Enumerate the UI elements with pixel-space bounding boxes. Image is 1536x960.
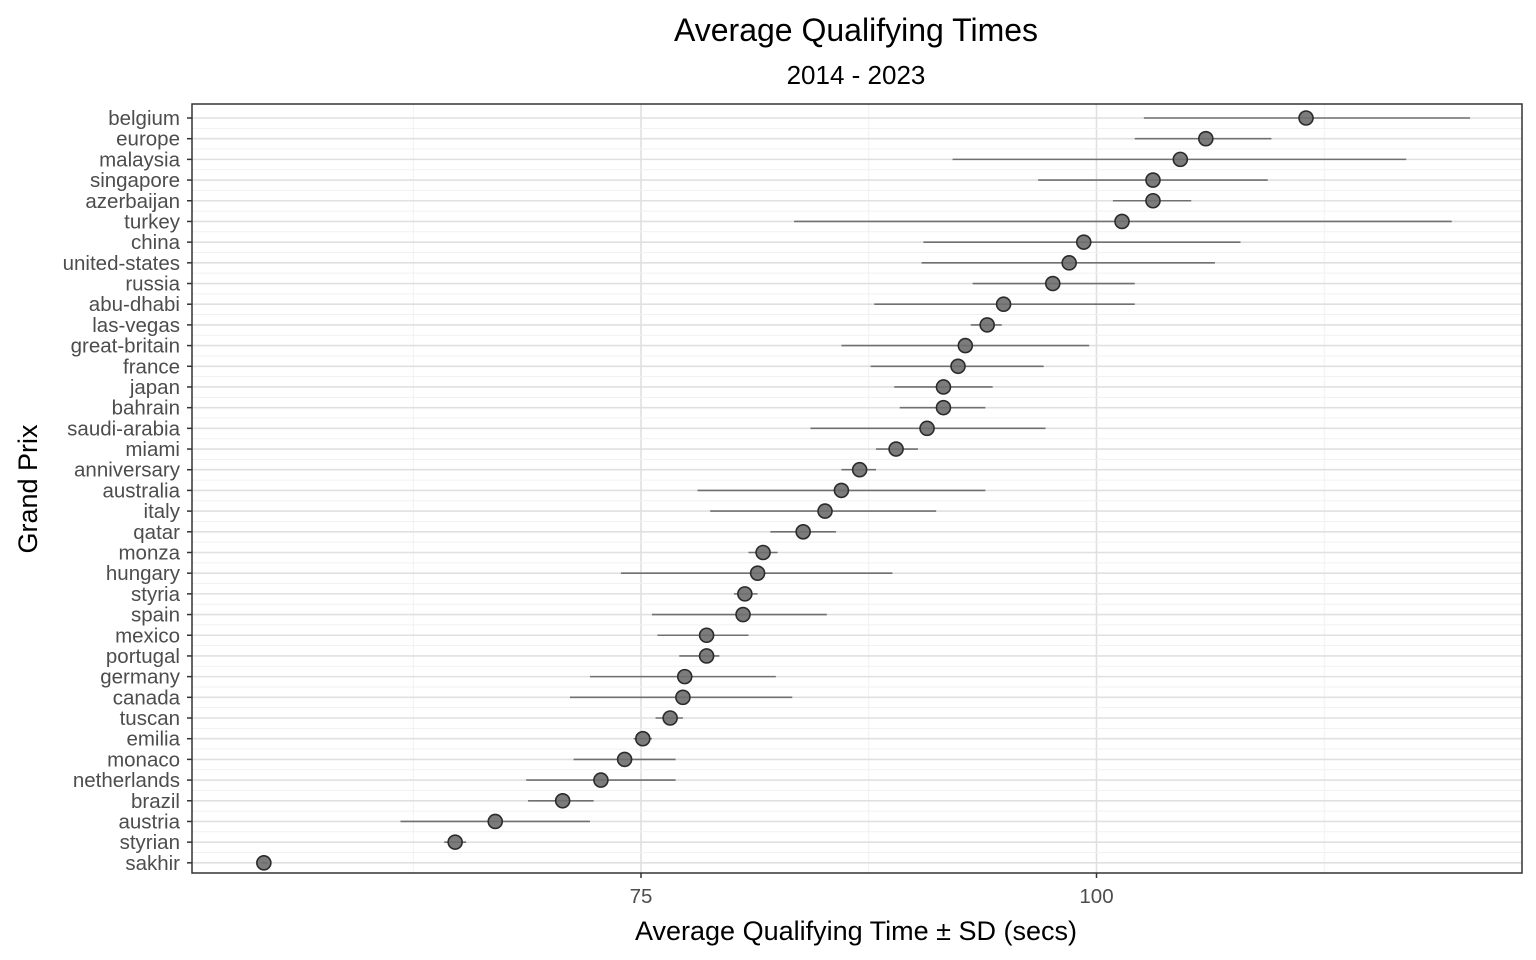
- point-monza: [755, 544, 771, 561]
- y-tick-label-italy: italy: [144, 500, 181, 523]
- point-europe: [1198, 130, 1214, 147]
- y-tick-label-qatar: qatar: [133, 521, 180, 544]
- y-axis-title: Grand Prix: [13, 424, 43, 554]
- y-tick-label-monaco: monaco: [107, 748, 180, 771]
- point-anniversary: [851, 461, 868, 478]
- point-tuscan: [662, 710, 678, 726]
- point-united-states: [1061, 255, 1077, 271]
- point-portugal: [698, 648, 715, 664]
- y-tick-label-hungary: hungary: [106, 562, 181, 585]
- point-hungary: [749, 565, 766, 581]
- y-tick-label-monza: monza: [118, 541, 180, 564]
- x-tick-label-75: 75: [630, 885, 653, 908]
- y-tick-label-portugal: portugal: [106, 645, 180, 668]
- y-tick-label-spain: spain: [131, 604, 180, 627]
- y-tick-label-bahrain: bahrain: [112, 397, 180, 420]
- y-tick-label-australia: australia: [103, 479, 181, 502]
- point-canada: [675, 689, 691, 706]
- y-tick-label-japan: japan: [129, 376, 180, 399]
- point-miami: [888, 441, 904, 457]
- point-germany: [676, 668, 693, 685]
- point-spain: [735, 606, 751, 623]
- x-axis-title: Average Qualifying Time ± SD (secs): [635, 916, 1077, 946]
- point-turkey: [1114, 213, 1130, 230]
- y-tick-label-saudi-arabia: saudi-arabia: [67, 417, 180, 440]
- y-tick-label-france: france: [123, 355, 180, 378]
- y-tick-label-mexico: mexico: [115, 624, 180, 647]
- point-styria: [737, 586, 753, 602]
- y-tick-label-canada: canada: [113, 686, 181, 709]
- y-tick-label-sakhir: sakhir: [125, 852, 180, 875]
- point-azerbaijan: [1145, 192, 1161, 209]
- point-las-vegas: [979, 317, 995, 333]
- point-italy: [817, 503, 833, 519]
- panel-border: [191, 103, 1523, 874]
- point-abu-dhabi: [995, 296, 1012, 313]
- y-tick-label-anniversary: anniversary: [74, 459, 181, 482]
- point-japan: [935, 379, 952, 395]
- point-emilia: [635, 730, 651, 747]
- y-tick-label-austria: austria: [118, 810, 180, 833]
- point-sakhir: [256, 855, 272, 871]
- y-tick-label-germany: germany: [100, 666, 181, 689]
- y-tick-label-singapore: singapore: [90, 169, 180, 192]
- point-bahrain: [935, 399, 952, 416]
- point-france: [950, 358, 966, 375]
- y-tick-label-emilia: emilia: [126, 728, 180, 751]
- y-tick-label-azerbaijan: azerbaijan: [85, 190, 180, 213]
- y-tick-label-netherlands: netherlands: [73, 769, 180, 792]
- point-singapore: [1145, 172, 1161, 188]
- point-malaysia: [1172, 151, 1189, 168]
- point-netherlands: [593, 772, 609, 788]
- y-tick-label-brazil: brazil: [131, 790, 180, 813]
- point-brazil: [554, 792, 571, 809]
- point-qatar: [795, 523, 811, 540]
- chart-title: Average Qualifying Times: [674, 12, 1038, 48]
- y-tick-label-styria: styria: [131, 583, 181, 606]
- y-tick-label-great-britain: great-britain: [71, 335, 180, 358]
- point-china: [1075, 234, 1092, 250]
- plot-area: belgiumeuropemalaysiasingaporeazerbaijan…: [63, 103, 1523, 908]
- point-austria: [487, 813, 504, 830]
- y-tick-label-abu-dhabi: abu-dhabi: [89, 293, 180, 316]
- y-tick-label-styrian: styrian: [120, 831, 180, 854]
- point-belgium: [1298, 110, 1314, 126]
- point-great-britain: [957, 337, 974, 354]
- y-tick-label-china: china: [131, 231, 181, 254]
- point-australia: [833, 482, 850, 499]
- y-tick-label-malaysia: malaysia: [99, 148, 180, 171]
- y-tick-label-miami: miami: [125, 438, 180, 461]
- point-styrian: [447, 834, 463, 850]
- chart-subtitle: 2014 - 2023: [787, 60, 926, 90]
- y-tick-label-europe: europe: [116, 128, 180, 151]
- y-tick-label-tuscan: tuscan: [120, 707, 180, 730]
- y-tick-label-belgium: belgium: [108, 107, 180, 130]
- y-tick-label-las-vegas: las-vegas: [92, 314, 180, 337]
- point-russia: [1044, 275, 1061, 292]
- y-tick-label-russia: russia: [125, 273, 180, 296]
- y-tick-label-united-states: united-states: [63, 252, 180, 275]
- x-tick-label-100: 100: [1079, 885, 1113, 908]
- point-mexico: [698, 627, 715, 644]
- point-saudi-arabia: [919, 420, 935, 437]
- y-tick-label-turkey: turkey: [124, 210, 181, 233]
- panel-background: [192, 104, 1522, 873]
- point-monaco: [616, 751, 633, 768]
